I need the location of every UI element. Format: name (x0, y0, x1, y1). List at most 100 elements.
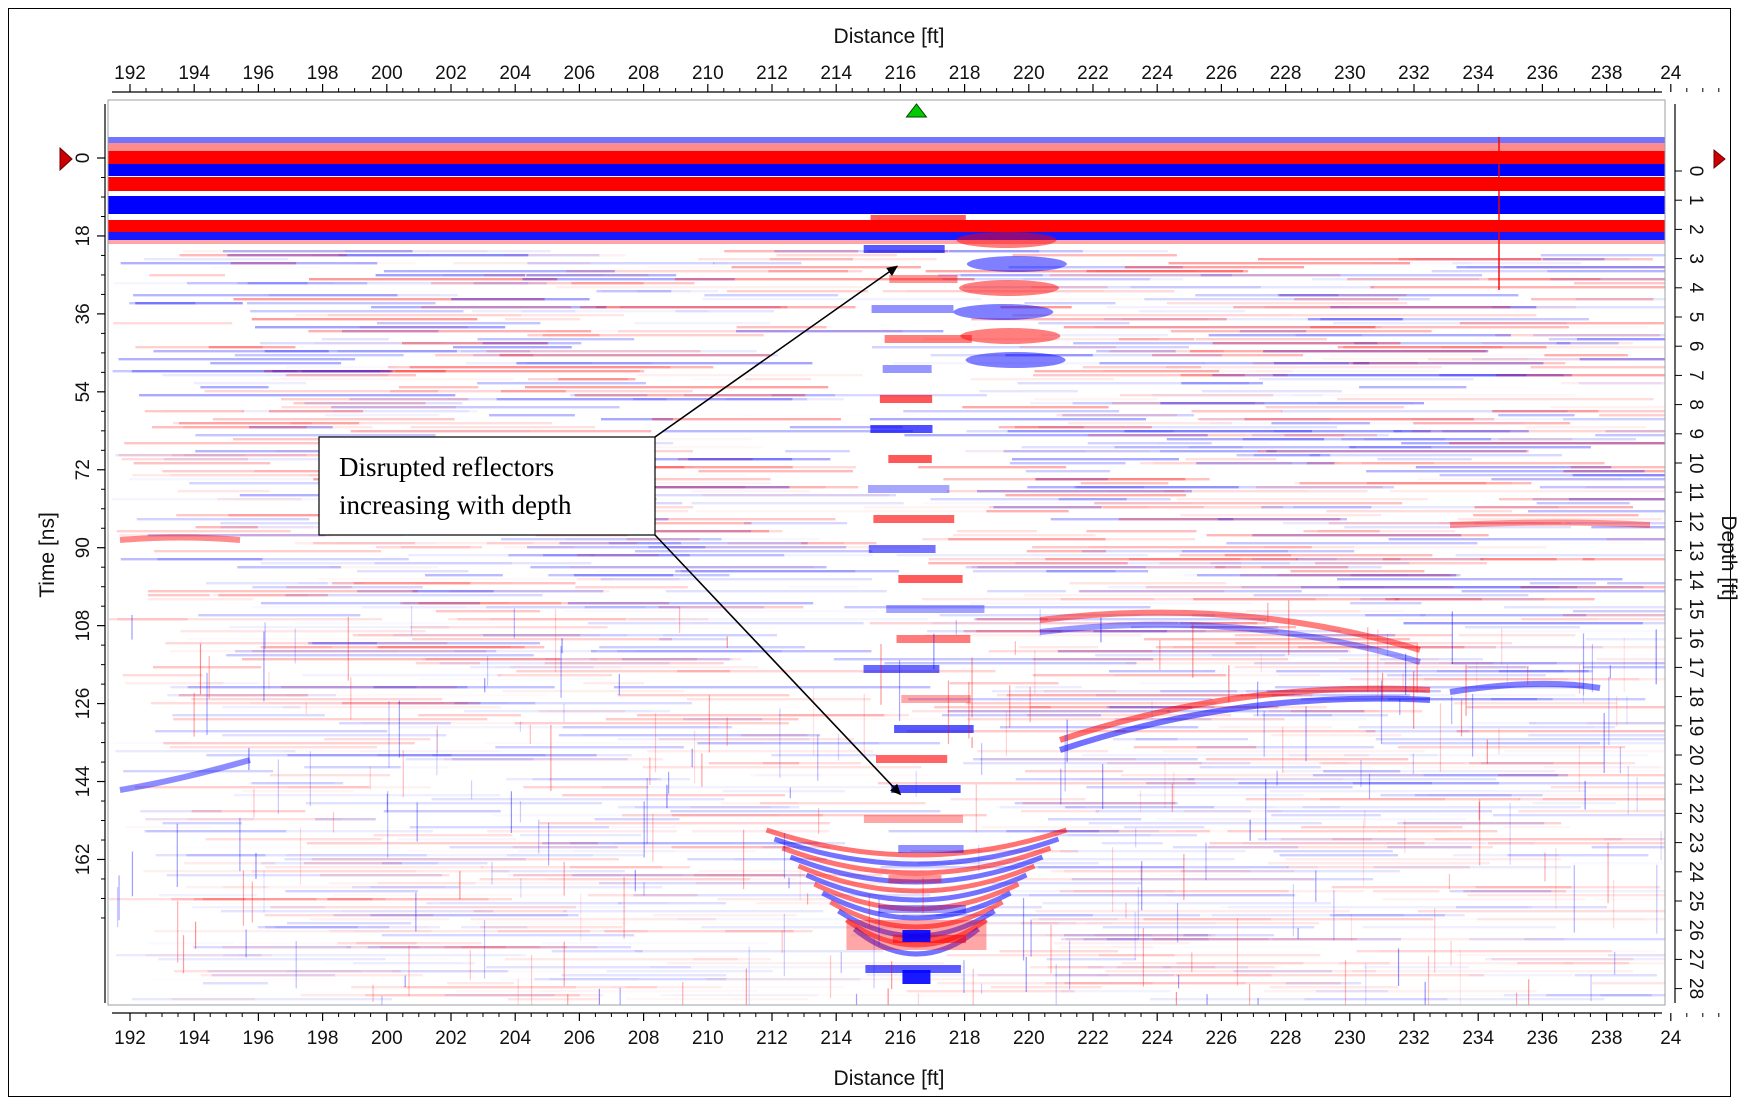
reflector-streak (1257, 258, 1542, 261)
reflector-streak (755, 902, 861, 905)
reflector-streak (1341, 438, 1636, 441)
reflector-streak (337, 942, 417, 945)
reflector-streak (538, 710, 626, 713)
reflector-streak (1481, 342, 1633, 345)
reflector-streak (298, 582, 365, 585)
dipping-reflector (1039, 621, 1421, 665)
reflector-streak (963, 286, 1261, 289)
reflector-streak (1035, 478, 1186, 481)
reflector-streak (571, 282, 695, 285)
reflector-streak (409, 366, 714, 369)
reflector-streak (1195, 338, 1327, 341)
reflector-streak (725, 398, 844, 401)
reflector-streak (572, 414, 755, 416)
reflector-streak (425, 574, 503, 577)
reflector-streak (489, 414, 575, 417)
reflector-streak (1072, 402, 1255, 405)
reflector-streak (173, 422, 312, 425)
reflector-streak (187, 638, 400, 640)
reflector-streak (963, 762, 1251, 765)
top-x-tick-label: 230 (1334, 63, 1366, 84)
reflector-streak (658, 738, 854, 741)
reflector-streak (1021, 446, 1243, 449)
noise-trace (1619, 746, 1622, 774)
depth-tick-label: 6 (1685, 341, 1706, 352)
reflector-streak (134, 786, 370, 789)
reflector-streak (285, 854, 594, 857)
reflector-streak (1317, 530, 1456, 533)
reflector-streak (1309, 454, 1562, 457)
reflector-streak (1439, 374, 1564, 377)
noise-trace (567, 994, 569, 1005)
reflector-streak (1481, 762, 1554, 765)
reflector-streak (1123, 826, 1205, 829)
reflector-streak (260, 602, 481, 605)
bottom-x-tick-label: 226 (1206, 1028, 1238, 1049)
reflector-streak (222, 946, 540, 949)
noise-trace (1439, 703, 1442, 772)
reflector-streak (947, 710, 1170, 713)
reflector-streak (551, 950, 643, 953)
reflector-streak (1020, 922, 1320, 925)
time-tick-label: 90 (73, 537, 94, 558)
noise-trace (1616, 695, 1618, 727)
reflector-streak (1133, 746, 1257, 749)
depth-tick-label: 2 (1685, 224, 1706, 235)
reflector-streak (1152, 354, 1304, 357)
reflector-streak (147, 590, 418, 593)
reflector-streak (697, 742, 880, 745)
reflector-streak (1292, 394, 1576, 396)
reflector-streak (147, 594, 210, 597)
reflector-streak (600, 578, 873, 581)
reflector-streak (1263, 546, 1548, 549)
reflector-streak (1423, 678, 1665, 681)
reflector-streak (272, 378, 515, 381)
depth-tick-label: 9 (1685, 429, 1706, 440)
reflector-streak (1271, 694, 1411, 697)
reflector-streak (1263, 990, 1537, 993)
reflector-streak (567, 602, 814, 605)
reflector-streak (308, 642, 540, 645)
noise-trace (812, 687, 815, 756)
reflector-streak (499, 354, 770, 357)
reflector-streak (1397, 746, 1626, 749)
reflector-streak (520, 834, 642, 837)
reflector-streak (1176, 498, 1428, 501)
noise-trace (193, 692, 195, 737)
noise-trace (646, 778, 648, 844)
reflector-streak (833, 658, 1154, 661)
noise-trace (580, 893, 582, 942)
reflector-streak (1439, 474, 1665, 477)
reflector-streak (1112, 402, 1265, 405)
noise-trace (519, 721, 522, 732)
noise-trace (1183, 853, 1185, 901)
noise-trace (726, 717, 728, 746)
reflector-streak (691, 490, 811, 493)
reflector-streak (376, 646, 511, 649)
reflector-streak (695, 510, 989, 513)
reflector-streak (1524, 938, 1665, 941)
reflector-streak (265, 866, 484, 869)
reflector-streak (460, 350, 757, 353)
reflector-streak (1375, 738, 1665, 741)
reflector-streak (1253, 714, 1333, 717)
reflector-streak (315, 818, 376, 821)
noise-trace (1591, 644, 1594, 693)
noise-trace (469, 950, 471, 980)
reflector-streak (223, 954, 526, 957)
noise-trace (404, 975, 406, 987)
noise-trace (176, 823, 178, 888)
reflector-streak (377, 754, 632, 757)
reflector-streak (587, 622, 864, 625)
reflector-streak (473, 354, 778, 357)
reflector-streak (684, 394, 987, 397)
reflector-streak (542, 334, 764, 337)
bottom-x-tick-label: 238 (1591, 1028, 1623, 1049)
reflector-streak (1403, 766, 1719, 768)
reflector-streak (1023, 278, 1184, 281)
bottom-x-tick-label: 222 (1077, 1028, 1109, 1049)
reflector-streak (1564, 962, 1665, 965)
reflector-streak (1278, 294, 1519, 297)
reflector-streak (1329, 354, 1625, 356)
reflector-streak (1121, 774, 1424, 777)
